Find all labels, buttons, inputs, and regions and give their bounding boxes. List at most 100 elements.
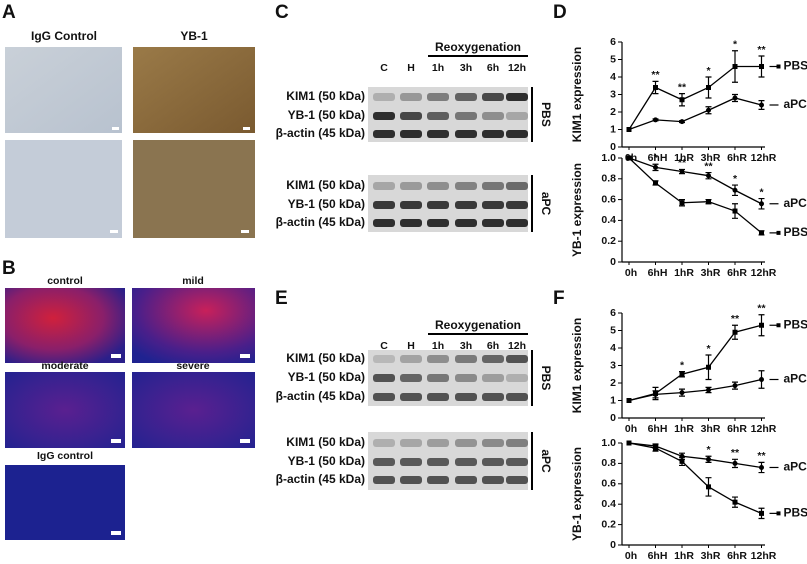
blot-band bbox=[400, 93, 422, 101]
x-tick-label: 6hR bbox=[727, 423, 747, 435]
series-line bbox=[628, 442, 762, 469]
legend-label: PBS bbox=[784, 317, 807, 331]
blot-band bbox=[455, 182, 477, 190]
blot-band bbox=[506, 182, 528, 190]
group-label: PBS bbox=[539, 102, 553, 127]
x-tick-label: 12hR bbox=[751, 550, 777, 562]
blot-band bbox=[427, 458, 449, 466]
blot-band bbox=[427, 355, 449, 363]
blot-band bbox=[482, 439, 504, 447]
data-point bbox=[759, 510, 764, 516]
data-point bbox=[759, 377, 764, 382]
series-line bbox=[628, 324, 762, 402]
image-label: moderate bbox=[41, 360, 88, 372]
y-tick-label: 0 bbox=[610, 539, 616, 551]
lane-label: 12h bbox=[508, 340, 526, 352]
blot-band bbox=[482, 201, 504, 209]
legend-label: aPC bbox=[784, 97, 807, 111]
y-tick-label: 0.2 bbox=[601, 518, 616, 530]
blot-band bbox=[427, 439, 449, 447]
row-label: KIM1 (50 kDa) bbox=[286, 178, 365, 192]
panel-letter: A bbox=[2, 2, 16, 23]
scale-bar bbox=[111, 439, 121, 443]
y-tick-label: 0 bbox=[610, 141, 616, 153]
legend-label: PBS bbox=[784, 225, 807, 239]
fluorescence-image bbox=[132, 288, 255, 363]
y-tick-label: 0.4 bbox=[601, 214, 616, 226]
x-tick-label: 0h bbox=[625, 423, 637, 435]
significance: * bbox=[733, 173, 738, 185]
significance: ** bbox=[651, 69, 660, 81]
blot-band bbox=[427, 182, 449, 190]
group-label: PBS bbox=[539, 366, 553, 391]
series-line bbox=[628, 157, 762, 205]
x-tick-label: 12hR bbox=[751, 267, 777, 279]
column-label: IgG Control bbox=[31, 29, 97, 43]
blot-band bbox=[482, 355, 504, 363]
y-tick-label: 0.2 bbox=[601, 235, 616, 247]
lane-label: 6h bbox=[487, 62, 499, 74]
data-point bbox=[626, 440, 632, 446]
y-tick-label: 0.8 bbox=[601, 173, 616, 185]
blot-band bbox=[455, 219, 477, 227]
blot-band bbox=[455, 130, 477, 138]
blot-band bbox=[482, 393, 504, 401]
series-line bbox=[628, 65, 762, 130]
blot-band bbox=[455, 439, 477, 447]
blot-band bbox=[482, 458, 504, 466]
data-point bbox=[653, 445, 658, 451]
y-tick-label: 5 bbox=[610, 324, 616, 336]
blot-band bbox=[400, 130, 422, 138]
row-label: β-actin (45 kDa) bbox=[276, 126, 365, 140]
blot-band bbox=[506, 201, 528, 209]
row-label: YB-1 (50 kDa) bbox=[288, 197, 365, 211]
series-line bbox=[628, 442, 762, 514]
legend-label: PBS bbox=[784, 59, 807, 73]
x-tick-label: 6hH bbox=[648, 423, 668, 435]
blot-band bbox=[427, 219, 449, 227]
x-tick-label: 12hR bbox=[751, 423, 777, 435]
x-tick-label: 0h bbox=[625, 550, 637, 562]
blot-band bbox=[373, 374, 395, 382]
blot-band bbox=[506, 439, 528, 447]
legend-label: aPC bbox=[784, 196, 807, 210]
y-tick-label: 0 bbox=[610, 412, 616, 424]
blot-band bbox=[373, 93, 395, 101]
significance: * bbox=[706, 65, 711, 77]
legend-label: PBS bbox=[784, 506, 807, 520]
blot-band bbox=[482, 130, 504, 138]
data-point bbox=[732, 64, 738, 69]
blot-band bbox=[373, 219, 395, 227]
y-tick-label: 1 bbox=[610, 123, 616, 135]
x-tick-label: 6hH bbox=[648, 550, 668, 562]
blot-band bbox=[482, 112, 504, 120]
data-point bbox=[679, 390, 685, 396]
data-point bbox=[706, 364, 711, 370]
blot-band bbox=[400, 219, 422, 227]
blot-header: Reoxygenation bbox=[435, 318, 521, 332]
y-tick-label: 0.6 bbox=[601, 193, 616, 205]
x-tick-label: 3hR bbox=[701, 152, 721, 164]
lane-label: 12h bbox=[508, 62, 526, 74]
x-tick-label: 6hR bbox=[727, 152, 747, 164]
y-tick-label: 4 bbox=[610, 71, 616, 83]
data-point bbox=[653, 164, 658, 170]
blot-band bbox=[455, 393, 477, 401]
data-point bbox=[759, 464, 764, 470]
lane-label: H bbox=[407, 62, 415, 74]
panel-letter: F bbox=[553, 288, 565, 309]
significance: ** bbox=[757, 44, 766, 56]
lane-label: 3h bbox=[460, 62, 472, 74]
data-point bbox=[679, 97, 685, 103]
blot-band bbox=[427, 93, 449, 101]
x-tick-label: 1hR bbox=[674, 267, 694, 279]
scale-bar bbox=[111, 354, 121, 358]
x-tick-label: 1hR bbox=[674, 423, 694, 435]
row-label: YB-1 (50 kDa) bbox=[288, 370, 365, 384]
y-tick-label: 0.4 bbox=[601, 498, 616, 510]
row-label: β-actin (45 kDa) bbox=[276, 215, 365, 229]
blot-band bbox=[400, 439, 422, 447]
fluorescence-image bbox=[5, 372, 125, 448]
x-tick-label: 3hR bbox=[701, 550, 721, 562]
